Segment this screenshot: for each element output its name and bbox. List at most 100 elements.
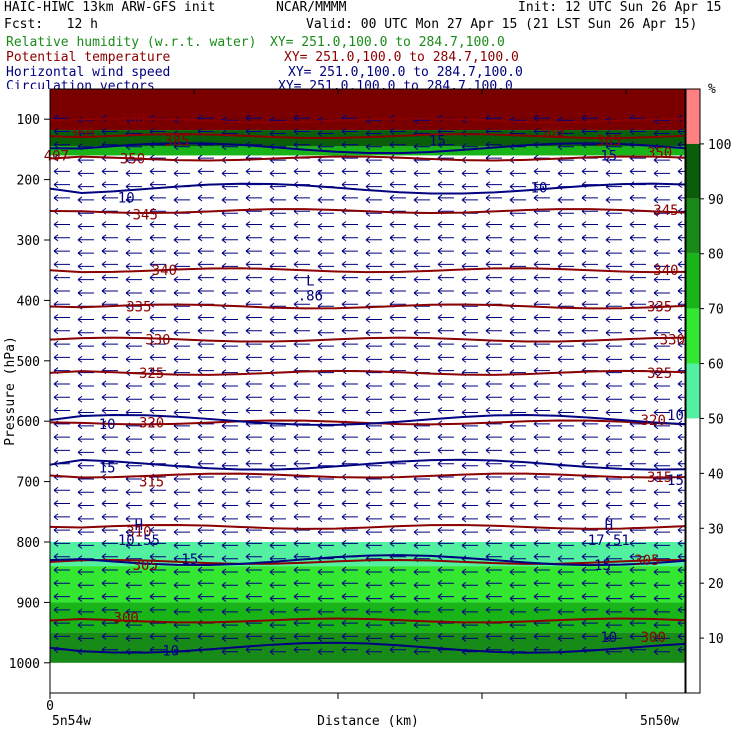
vector-arrow [53,327,70,335]
vector-arrow [485,433,502,441]
vector-arrow [389,181,406,189]
vector-arrow [269,289,286,297]
vector-arrow [149,353,166,361]
vector-arrow [197,407,214,414]
wspd-contour-10 [49,414,686,426]
theta-contour-360 [49,133,686,140]
vector-arrow [389,447,406,454]
vector-arrow [437,340,454,348]
vector-arrow [557,236,574,244]
vector-arrow [221,502,238,509]
vector-arrow [53,287,70,295]
vector-arrow [605,262,622,270]
vector-arrow [485,473,502,481]
vector-arrow [413,568,430,576]
vector-arrow [653,382,670,390]
y-tick-label: 800 [17,536,40,551]
contour-label: 325 [139,366,164,382]
y-tick-label: 400 [17,294,40,309]
theta-contours [49,117,686,624]
vector-arrow [53,500,70,507]
vector-arrow [293,247,310,255]
vector-arrow [341,247,358,255]
vector-arrow [341,353,358,361]
vector-arrow [221,488,238,496]
field-rh-xy: XY= 251.0,100.0 to 284.7,100.0 [270,35,505,50]
vector-arrow [413,528,430,536]
vector-arrow [173,289,190,297]
field-theta-xy: XY= 251.0,100.0 to 284.7,100.0 [284,50,519,65]
vector-arrow [173,488,190,496]
vector-arrow [653,342,670,350]
vector-arrow [485,566,502,574]
vector-arrow [341,141,358,149]
vector-arrow [221,316,238,323]
vector-arrow [365,143,382,151]
vector-arrow [581,114,598,122]
vector-arrow [317,502,334,509]
vector-arrow [293,579,310,587]
vector-arrow [149,447,166,454]
vector-arrow [509,475,526,483]
vector-arrow [245,274,262,282]
vector-arrow [269,249,286,257]
vector-arrow [461,329,478,337]
vector-arrow [557,542,574,549]
vector-arrow [389,566,406,574]
colorbar: 10 20 30 40 50 60 70 80 90 100% [685,82,731,694]
vector-arrow [245,128,262,135]
vector-arrow [53,380,70,388]
vector-arrow [365,276,382,284]
vector-arrow [269,209,286,217]
vector-arrow [77,528,94,536]
vector-arrow [629,593,646,600]
vector-arrow [293,340,310,348]
vector-arrow [53,407,70,414]
vector-arrow [629,340,646,348]
vector-arrow [125,196,142,204]
vector-arrow [221,409,238,416]
contour-label: 335 [126,299,151,315]
vector-arrow [221,382,238,390]
vector-arrow [293,593,310,600]
vector-arrow [581,247,598,255]
vector-arrow [461,342,478,350]
vector-arrow [173,169,190,177]
y-tick-label: 300 [17,234,40,249]
x-start-label: 5n54w [52,714,91,729]
vector-arrow [245,579,262,587]
vector-arrow [101,393,118,401]
vector-arrow [365,621,382,629]
vector-arrow [437,433,454,441]
vector-arrow [197,340,214,348]
vector-arrow [341,221,358,228]
vector-arrow [269,475,286,483]
vector-arrow [293,141,310,149]
field-rh-name: Relative humidity (w.r.t. water) [6,35,257,50]
vector-arrow [317,209,334,217]
vector-arrow [221,355,238,363]
vector-arrow [629,633,646,640]
contour-label: 315 [139,475,164,491]
vector-arrow [173,355,190,363]
vector-arrow [605,329,622,337]
vector-arrow [581,353,598,361]
vector-arrow [269,382,286,390]
vector-arrow [245,380,262,388]
vector-arrow [53,194,70,202]
vector-arrow [509,316,526,323]
vector-arrow [605,542,622,549]
vector-arrow [197,633,214,640]
vector-arrow [53,247,70,255]
vector-arrow [557,568,574,576]
vector-arrow [317,608,334,616]
vector-arrow [413,183,430,191]
vector-arrow [485,327,502,335]
vector-arrow [509,568,526,576]
vector-arrow [173,236,190,244]
vector-arrow [293,460,310,468]
vector-arrow [533,407,550,414]
vector-arrow [365,502,382,509]
vector-arrow [197,314,214,321]
vector-arrow [77,262,94,270]
